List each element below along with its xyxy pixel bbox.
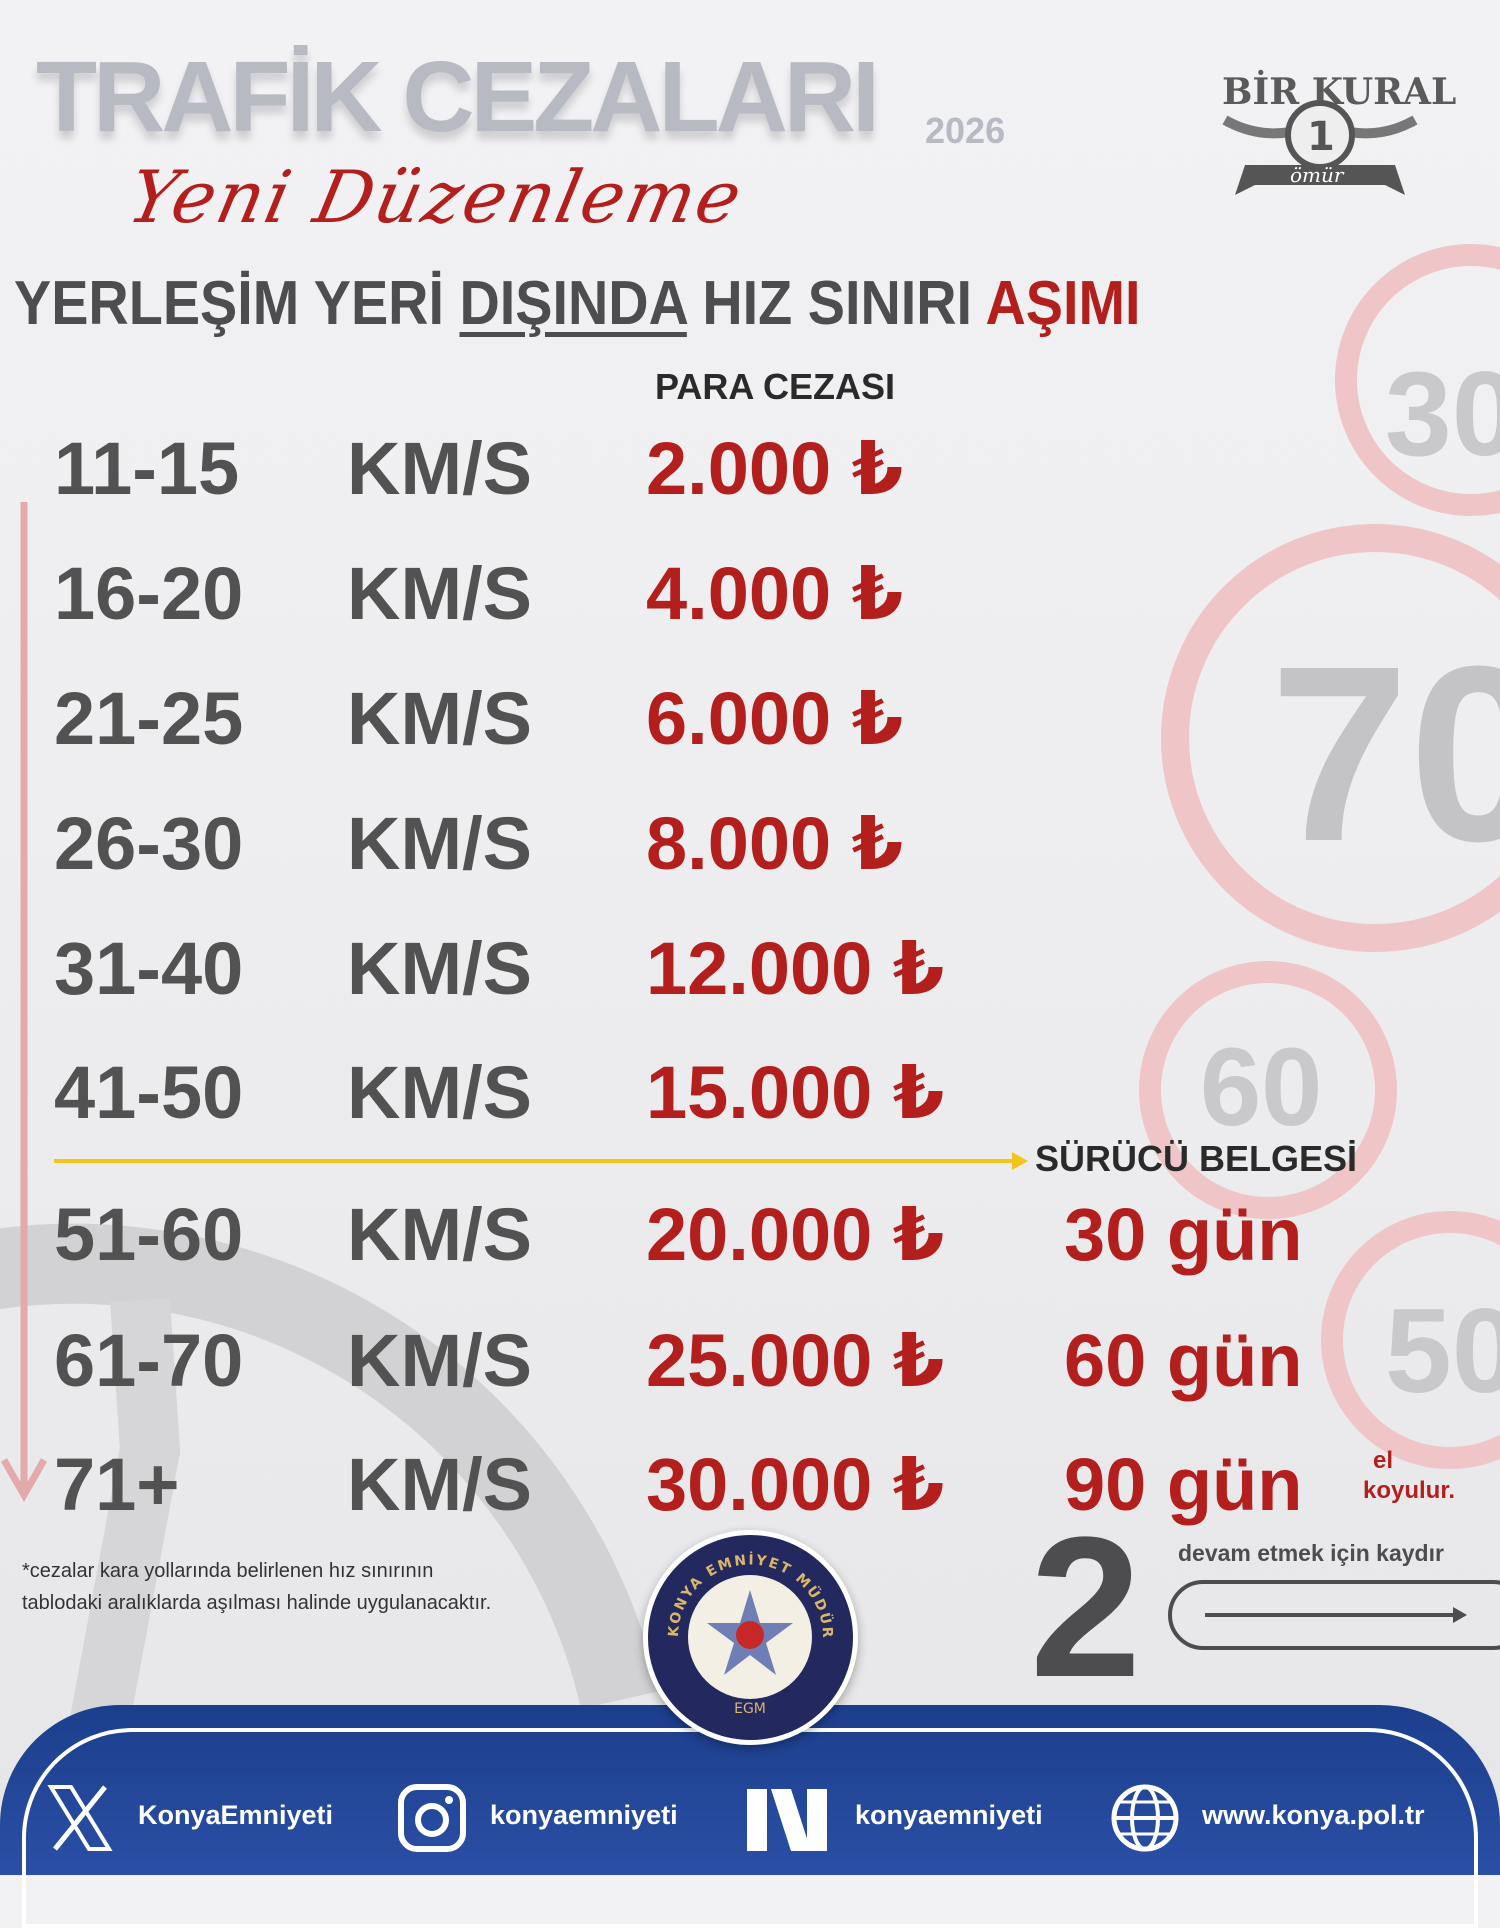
unit: KM/S bbox=[347, 1051, 532, 1134]
unit: KM/S bbox=[347, 427, 532, 510]
instagram-handle-link[interactable]: konyaemniyeti bbox=[490, 1800, 678, 1830]
fine-amount: 6.000 ₺ bbox=[646, 677, 904, 760]
heading-highlight: AŞIMI bbox=[985, 269, 1141, 338]
fine-column-header: PARA CEZASI bbox=[655, 366, 896, 407]
unit: KM/S bbox=[347, 802, 532, 885]
speedometer-needle bbox=[70, 1298, 181, 1726]
speed-range: 31-40 bbox=[54, 927, 244, 1010]
fine-amount: 8.000 ₺ bbox=[646, 802, 904, 885]
background-decor: 30 70 60 50 BİR KURAL 1 ömür bbox=[0, 70, 1500, 1726]
table-row: 26-30 KM/S 8.000 ₺ bbox=[0, 794, 1500, 894]
website-link[interactable]: www.konya.pol.tr bbox=[1202, 1800, 1425, 1830]
fine-amount: 2.000 ₺ bbox=[646, 427, 904, 510]
table-row: 71+ KM/S 30.000 ₺ 90 gün bbox=[0, 1435, 1500, 1535]
x-icon[interactable] bbox=[45, 1785, 115, 1851]
table-row: 41-50 KM/S 15.000 ₺ bbox=[0, 1043, 1500, 1143]
table-row: 51-60 KM/S 20.000 ₺ 30 gün bbox=[0, 1185, 1500, 1285]
fine-amount: 25.000 ₺ bbox=[646, 1319, 945, 1402]
fine-amount: 12.000 ₺ bbox=[646, 927, 945, 1010]
bir-kural-logo: BİR KURAL 1 ömür bbox=[1222, 70, 1456, 195]
nsosyal-handle-link[interactable]: konyaemniyeti bbox=[855, 1800, 1043, 1830]
nsosyal-icon[interactable] bbox=[745, 1789, 830, 1851]
license-suspension: 60 gün bbox=[1064, 1319, 1303, 1402]
suffix-line2: koyulur. bbox=[1363, 1477, 1456, 1504]
fine-amount: 20.000 ₺ bbox=[646, 1193, 945, 1276]
arrow-head-icon bbox=[1012, 1152, 1028, 1170]
right-arrow-icon bbox=[1205, 1607, 1467, 1623]
unit: KM/S bbox=[347, 552, 532, 635]
speed-range: 11-15 bbox=[54, 427, 240, 510]
footnote-line1: *cezalar kara yollarında belirlenen hız … bbox=[22, 1560, 434, 1582]
heading-underlined: DIŞINDA bbox=[459, 269, 687, 338]
svg-text:EGM: EGM bbox=[734, 1701, 766, 1717]
svg-text:ömür: ömür bbox=[1290, 163, 1345, 187]
heading-part2: HIZ SINIRI bbox=[686, 269, 986, 338]
footnote: *cezalar kara yollarında belirlenen hız … bbox=[22, 1555, 491, 1619]
svg-text:30: 30 bbox=[1385, 347, 1500, 481]
egm-badge: KONYA EMNİYET MÜDÜRLÜĞÜ EGM bbox=[641, 1521, 858, 1745]
speed-range: 51-60 bbox=[54, 1193, 244, 1276]
speed-range: 26-30 bbox=[54, 802, 244, 885]
license-suspension: 30 gün bbox=[1064, 1193, 1303, 1276]
speed-sign-60: 60 bbox=[1139, 961, 1397, 1219]
x-handle-link[interactable]: KonyaEmniyeti bbox=[138, 1800, 334, 1830]
swipe-arrow-button[interactable] bbox=[1168, 1580, 1500, 1650]
license-suspension: 90 gün bbox=[1064, 1443, 1303, 1526]
year-label: 2026 bbox=[925, 110, 1006, 151]
speed-range: 61-70 bbox=[54, 1319, 244, 1402]
unit: KM/S bbox=[347, 1443, 532, 1526]
speed-sign-70: 70 bbox=[1161, 524, 1500, 952]
fine-amount: 4.000 ₺ bbox=[646, 552, 904, 635]
unit: KM/S bbox=[347, 677, 532, 760]
down-arrow-icon bbox=[0, 502, 48, 1503]
globe-icon[interactable] bbox=[1109, 1784, 1181, 1852]
suffix-line1: el bbox=[1373, 1447, 1394, 1474]
speed-range: 41-50 bbox=[54, 1051, 244, 1134]
speed-range: 21-25 bbox=[54, 677, 244, 760]
svg-text:50: 50 bbox=[1385, 1284, 1500, 1418]
speed-range: 16-20 bbox=[54, 552, 244, 635]
speed-range: 71+ bbox=[54, 1443, 180, 1526]
instagram-icon[interactable] bbox=[397, 1784, 467, 1852]
fine-amount: 15.000 ₺ bbox=[646, 1051, 945, 1134]
fine-amount: 30.000 ₺ bbox=[646, 1443, 945, 1526]
table-row: 31-40 KM/S 12.000 ₺ bbox=[0, 919, 1500, 1019]
divider-arrow bbox=[54, 1159, 1017, 1163]
table-row: 21-25 KM/S 6.000 ₺ bbox=[0, 669, 1500, 769]
speed-sign-50: 50 bbox=[1321, 1211, 1500, 1469]
page-title: TRAFİK CEZALARI bbox=[36, 41, 880, 153]
license-suffix: el koyulur. bbox=[1363, 1446, 1455, 1506]
subtitle-script: Yeni Düzenleme bbox=[121, 155, 751, 239]
unit: KM/S bbox=[347, 927, 532, 1010]
unit: KM/S bbox=[347, 1319, 532, 1402]
speed-sign-30: 30 bbox=[1335, 244, 1500, 516]
footnote-line2: tablodaki aralıklarda aşılması halinde u… bbox=[22, 1592, 492, 1614]
table-row: 11-15 KM/S 2.000 ₺ bbox=[0, 419, 1500, 519]
section-heading: YERLEŞİM YERİ DIŞINDA HIZ SINIRI AŞIMI bbox=[14, 268, 1140, 340]
unit: KM/S bbox=[347, 1193, 532, 1276]
speedometer-arc bbox=[0, 1223, 660, 1709]
svg-text:60: 60 bbox=[1200, 1026, 1322, 1149]
table-row: 61-70 KM/S 25.000 ₺ 60 gün bbox=[0, 1311, 1500, 1411]
svg-text:70: 70 bbox=[1270, 614, 1500, 893]
table-row: 16-20 KM/S 4.000 ₺ bbox=[0, 544, 1500, 644]
heading-part1: YERLEŞİM YERİ bbox=[14, 269, 460, 338]
page-number: 2 bbox=[1030, 1496, 1142, 1719]
swipe-hint: devam etmek için kaydır bbox=[1178, 1540, 1444, 1566]
svg-text:1: 1 bbox=[1307, 114, 1335, 160]
license-column-header: SÜRÜCÜ BELGESİ bbox=[1035, 1138, 1358, 1179]
